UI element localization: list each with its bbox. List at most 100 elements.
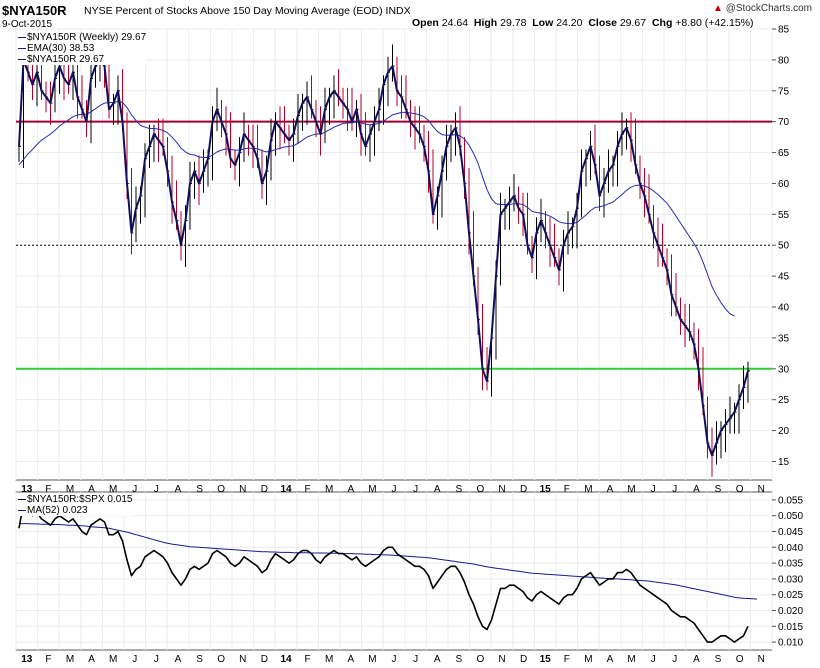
- x-axis-label-bottom: J: [392, 654, 397, 665]
- x-axis-label-bottom: O: [477, 654, 485, 665]
- x-axis-label-bottom: M: [627, 654, 635, 665]
- x-axis-label-top: S: [715, 484, 722, 495]
- x-axis-label-bottom: A: [607, 654, 614, 665]
- open-value: 24.64: [441, 17, 469, 29]
- high-value: 29.78: [500, 17, 527, 29]
- price-line: [18, 58, 749, 457]
- chart-date: 9-Oct-2015: [2, 19, 53, 30]
- x-axis-label-top: O: [477, 484, 485, 495]
- x-axis-label-bottom: M: [325, 654, 333, 665]
- open-label: Open: [412, 17, 439, 29]
- x-axis-label-bottom: S: [715, 654, 722, 665]
- x-axis-label-top: N: [498, 484, 505, 495]
- ratio-line: [18, 502, 749, 643]
- ratio-tick-label: 0.020: [778, 606, 803, 617]
- brand-text: @StockCharts.com: [725, 3, 812, 14]
- x-axis-label-top: A: [434, 484, 441, 495]
- ratio-tick-label: 0.015: [778, 622, 803, 633]
- ratio-tick-label: 0.025: [778, 590, 803, 601]
- price-tick-label: 35: [778, 333, 790, 344]
- x-axis-label-top: D: [520, 484, 527, 495]
- stockcharts-brand[interactable]: ▲ @StockCharts.com: [713, 3, 812, 14]
- x-axis-label-top: J: [132, 484, 137, 495]
- x-axis-label-bottom: 15: [540, 654, 552, 665]
- x-axis-label-top: A: [607, 484, 614, 495]
- x-axis-label-top: A: [175, 484, 182, 495]
- x-axis-label-top: D: [261, 484, 268, 495]
- x-axis-label-bottom: M: [66, 654, 74, 665]
- exchange-label: INDX: [385, 5, 411, 17]
- x-axis-label-bottom: A: [693, 654, 700, 665]
- line-icon: [18, 47, 26, 49]
- x-axis-label-top: S: [196, 484, 203, 495]
- chg-label: Chg: [651, 17, 673, 29]
- price-tick-label: 25: [778, 395, 790, 406]
- chg-value: +8.80 (+42.15%): [675, 17, 754, 29]
- price-tick-label: 80: [778, 55, 790, 66]
- x-axis-label-bottom: 14: [280, 654, 292, 665]
- x-axis-label-top: M: [109, 484, 117, 495]
- x-axis-label-bottom: F: [564, 654, 570, 665]
- ratio-tick-label: 0.035: [778, 559, 803, 570]
- x-axis-label-bottom: M: [368, 654, 376, 665]
- legend-text-price: $NYA150R (Weekly) 29.67: [27, 32, 147, 43]
- legend-row-line: $NYA150R 29.67: [18, 54, 146, 65]
- ohlc-summary: Open 24.64 High 29.78 Low 24.20 Close 29…: [412, 17, 754, 29]
- high-label: High: [473, 17, 498, 29]
- legend-bottom: $NYA150R:$SPX 0.015 MA(52) 0.023: [18, 494, 133, 516]
- line-icon: [18, 498, 26, 500]
- x-axis-label-bottom: F: [45, 654, 51, 665]
- ratio-tick-label: 0.055: [778, 495, 803, 506]
- legend-text-line: $NYA150R 29.67: [27, 54, 105, 65]
- legend-row-ratio: $NYA150R:$SPX 0.015: [18, 494, 132, 505]
- price-tick-label: 45: [778, 272, 790, 283]
- x-axis-label-bottom: J: [132, 654, 137, 665]
- price-tick-label: 20: [778, 426, 790, 437]
- close-label: Close: [588, 17, 617, 29]
- x-axis-label-bottom: D: [261, 654, 268, 665]
- x-axis-label-top: M: [325, 484, 333, 495]
- x-axis-label-bottom: N: [239, 654, 246, 665]
- ema30-line: [18, 100, 735, 317]
- x-axis-label-top: S: [455, 484, 462, 495]
- price-tick-label: 70: [778, 117, 790, 128]
- x-axis-label-top: M: [627, 484, 635, 495]
- x-axis-label-bottom: A: [347, 654, 354, 665]
- low-label: Low: [532, 17, 554, 29]
- price-tick-label: 30: [778, 364, 790, 375]
- price-tick-label: 75: [778, 86, 790, 97]
- price-panel-frame: [15, 28, 773, 481]
- x-axis-label-bottom: J: [672, 654, 677, 665]
- price-tick-label: 65: [778, 148, 790, 159]
- chart-symbol: $NYA150R: [2, 3, 67, 18]
- x-axis-label-top: 13: [21, 484, 33, 495]
- x-axis-label-top: J: [672, 484, 677, 495]
- x-axis-label-top: J: [651, 484, 656, 495]
- x-axis-label-top: 15: [540, 484, 552, 495]
- x-axis-label-bottom: S: [196, 654, 203, 665]
- x-axis-label-top: A: [347, 484, 354, 495]
- x-axis-label-top: M: [368, 484, 376, 495]
- x-axis-label-top: J: [413, 484, 418, 495]
- close-value: 29.67: [619, 17, 647, 29]
- x-axis-label-bottom: N: [498, 654, 505, 665]
- x-axis-label-bottom: O: [217, 654, 225, 665]
- ratio-tick-label: 0.030: [778, 574, 803, 585]
- x-axis-label-bottom: J: [154, 654, 159, 665]
- price-tick-label: 40: [778, 303, 790, 314]
- low-value: 24.20: [556, 17, 583, 29]
- x-axis-label-top: 14: [280, 484, 292, 495]
- x-axis-label-top: N: [758, 484, 765, 495]
- ma52-line: [19, 523, 758, 600]
- x-axis-label-top: F: [305, 484, 311, 495]
- legend-row-ema: EMA(30) 38.53: [18, 43, 146, 54]
- price-tick-label: 60: [778, 179, 790, 190]
- x-axis-label-top: M: [66, 484, 74, 495]
- x-axis-label-top: J: [154, 484, 159, 495]
- bar-icon: [18, 36, 26, 38]
- brand-logo-icon: ▲: [713, 3, 723, 14]
- x-axis-label-top: F: [45, 484, 51, 495]
- legend-top: $NYA150R (Weekly) 29.67 EMA(30) 38.53 $N…: [18, 32, 147, 65]
- x-axis-label-bottom: F: [305, 654, 311, 665]
